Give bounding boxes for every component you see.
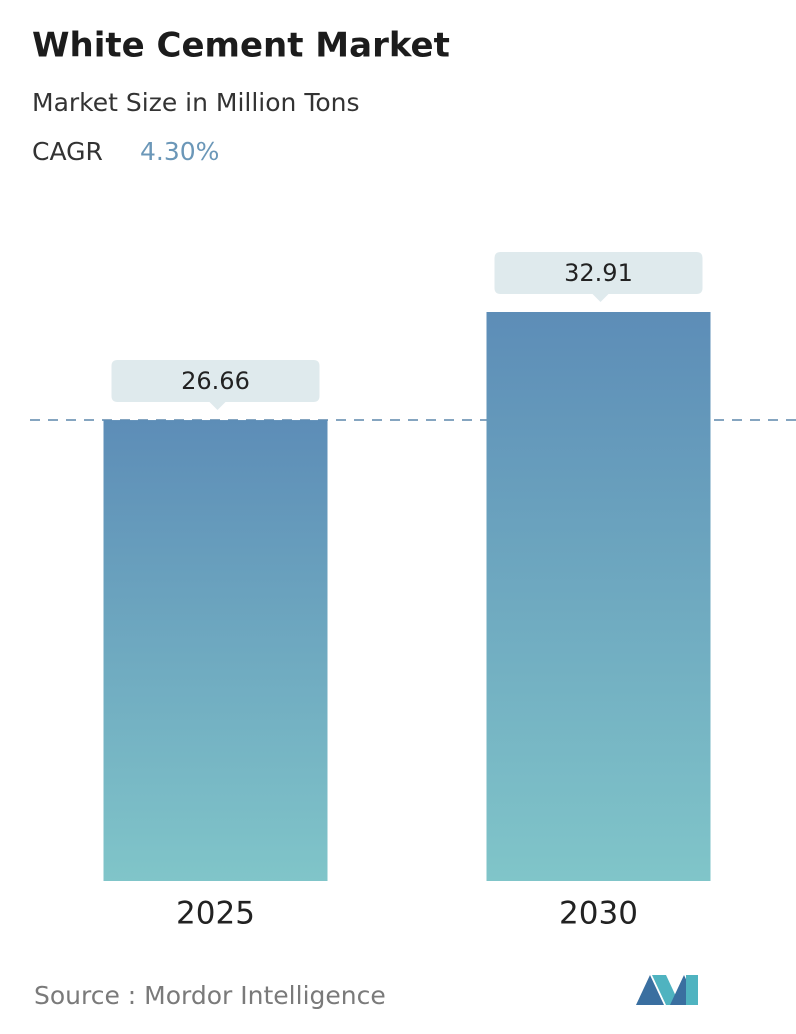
x-tick-label: 2030 [559, 896, 638, 932]
x-tick-label: 2025 [176, 896, 255, 932]
chart-title: White Cement Market [32, 26, 450, 66]
value-label: 32.91 [564, 259, 633, 287]
chart-subtitle: Market Size in Million Tons [32, 88, 360, 117]
bar [486, 312, 711, 881]
cagr-label: CAGR [32, 137, 103, 166]
value-label: 26.66 [181, 367, 250, 395]
source: Source : Mordor Intelligence [34, 981, 386, 1010]
bar [103, 420, 328, 881]
value-label-bubble [494, 252, 703, 302]
value-label-bubble [111, 360, 320, 411]
logo [636, 975, 698, 1005]
cagr-value: 4.30% [140, 137, 219, 166]
